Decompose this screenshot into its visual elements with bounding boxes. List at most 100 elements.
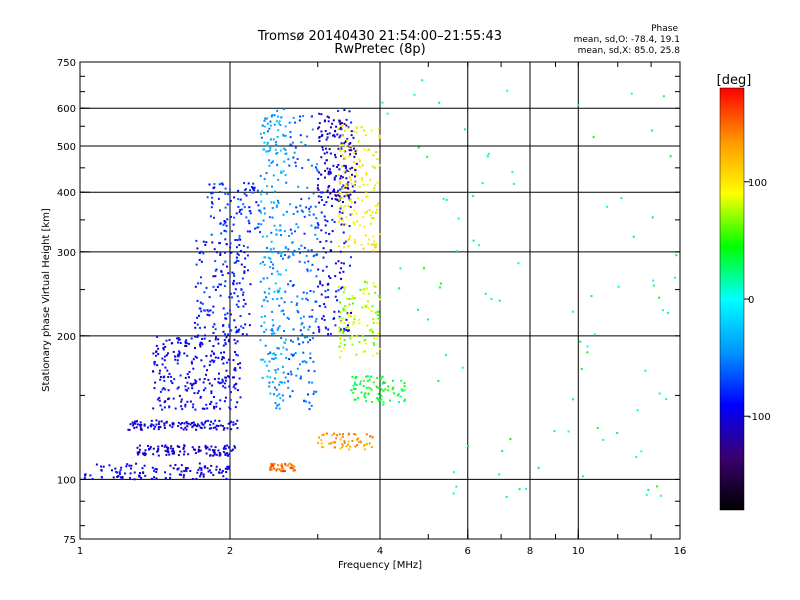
data-point: [675, 254, 678, 257]
data-point: [351, 335, 354, 338]
data-point: [366, 210, 368, 213]
data-point: [311, 309, 314, 311]
data-point: [211, 202, 214, 205]
data-point: [176, 355, 179, 358]
data-point: [138, 444, 141, 447]
data-point: [218, 382, 221, 385]
data-point: [203, 378, 206, 380]
data-point: [233, 292, 236, 295]
data-point: [169, 476, 172, 479]
data-point: [215, 336, 217, 339]
data-point: [192, 421, 195, 424]
data-point: [208, 364, 211, 367]
data-point: [365, 342, 368, 345]
data-point: [320, 442, 323, 445]
data-point: [273, 393, 275, 396]
data-point: [341, 329, 344, 332]
data-point: [343, 246, 346, 249]
data-point: [220, 381, 223, 384]
data-point: [144, 474, 147, 477]
data-point: [352, 136, 355, 139]
data-point: [353, 241, 356, 244]
data-point: [296, 158, 299, 160]
data-point: [271, 185, 273, 188]
data-point: [300, 244, 303, 247]
data-point: [299, 251, 301, 254]
data-point: [172, 447, 174, 450]
data-point: [373, 344, 376, 347]
data-point: [271, 216, 274, 219]
data-point: [318, 328, 321, 331]
data-point: [196, 423, 199, 426]
data-point: [277, 115, 280, 118]
data-point: [232, 448, 234, 451]
data-point: [270, 468, 273, 471]
data-point: [223, 427, 226, 429]
data-point: [263, 132, 265, 134]
data-point: [180, 398, 183, 401]
data-point: [348, 169, 351, 172]
data-point: [129, 476, 131, 479]
data-point: [165, 453, 168, 456]
data-point: [486, 155, 489, 158]
data-point: [209, 423, 212, 426]
data-point: [339, 447, 342, 450]
data-point: [278, 407, 281, 410]
data-point: [334, 198, 337, 201]
data-point: [209, 454, 212, 457]
data-point: [332, 134, 334, 137]
data-point: [370, 243, 373, 246]
data-point: [271, 298, 274, 301]
data-point: [312, 331, 315, 334]
data-point: [326, 115, 329, 118]
data-point: [421, 79, 424, 82]
data-point: [365, 443, 368, 445]
data-point: [341, 317, 344, 320]
data-point: [153, 387, 156, 390]
data-point: [186, 467, 189, 470]
data-point: [324, 231, 327, 234]
data-point: [341, 443, 344, 446]
data-point: [308, 210, 311, 213]
data-point: [188, 342, 190, 345]
data-point: [163, 422, 166, 425]
data-point: [396, 394, 399, 397]
data-point: [282, 470, 285, 473]
data-point: [348, 155, 351, 158]
data-point: [163, 445, 166, 448]
data-point: [326, 191, 329, 193]
data-point: [158, 372, 161, 375]
data-point: [291, 467, 294, 470]
data-point: [224, 192, 227, 195]
data-point: [350, 297, 353, 300]
data-point: [348, 197, 351, 200]
data-point: [334, 129, 337, 132]
data-point: [167, 352, 169, 355]
data-point: [183, 453, 185, 456]
data-point: [164, 471, 166, 474]
data-point: [389, 399, 391, 402]
data-point: [314, 205, 317, 208]
data-point: [340, 262, 343, 264]
data-point: [202, 381, 205, 384]
data-point: [242, 291, 245, 294]
data-point: [337, 289, 340, 292]
data-point: [260, 358, 263, 361]
data-point: [350, 130, 353, 133]
data-point: [198, 424, 201, 427]
data-point: [167, 376, 170, 378]
data-point: [226, 468, 229, 471]
data-point: [208, 448, 211, 451]
data-point: [275, 233, 278, 236]
data-point: [276, 394, 279, 397]
data-point: [234, 288, 237, 291]
data-point: [222, 263, 225, 266]
data-point: [340, 205, 342, 208]
data-point: [334, 153, 336, 156]
data-point: [327, 328, 330, 331]
data-point: [235, 353, 238, 356]
data-point: [354, 152, 357, 155]
data-point: [320, 135, 323, 137]
data-point: [592, 136, 595, 139]
data-point: [365, 134, 368, 137]
